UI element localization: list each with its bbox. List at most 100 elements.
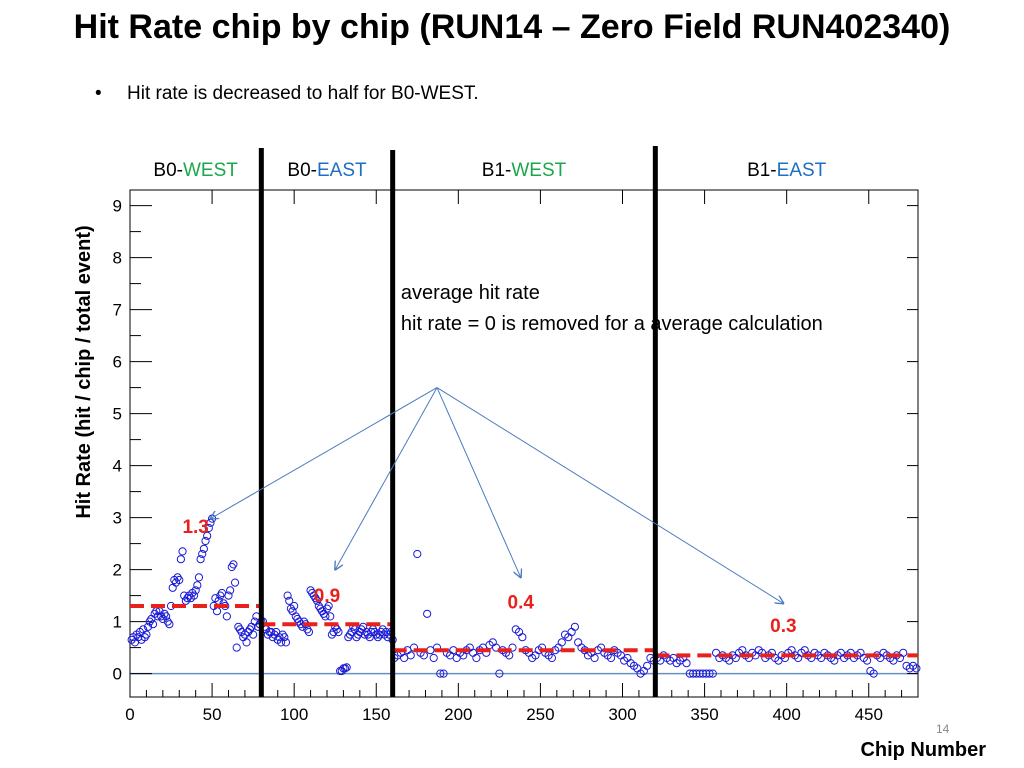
data-point: [235, 625, 245, 634]
data-point: [176, 555, 185, 564]
data-point: [912, 664, 921, 673]
data-point: [423, 609, 432, 618]
annotation-arrow: [210, 387, 438, 519]
data-point: [281, 638, 291, 647]
data-point: [291, 612, 300, 621]
y-tick-label: 1: [113, 613, 122, 632]
data-point: [311, 594, 320, 603]
bullet-dot-icon: •: [95, 83, 102, 104]
annotation-arrow: [335, 387, 438, 570]
data-point: [189, 591, 199, 600]
data-point: [191, 586, 200, 595]
data-point: [334, 627, 343, 637]
annotation-text-line: hit rate = 0 is removed for a average ca…: [401, 313, 823, 335]
data-point: [708, 669, 717, 678]
data-point: [372, 630, 381, 639]
y-axis-title: Hit Rate (hit / chip / total event): [73, 225, 95, 518]
data-point: [899, 648, 908, 657]
data-point: [148, 620, 158, 629]
x-axis-title: Chip Number: [860, 739, 986, 761]
data-point: [495, 669, 504, 678]
section-label-side: EAST: [317, 160, 367, 181]
data-point: [173, 573, 182, 582]
data-point: [340, 664, 350, 673]
data-point: [322, 604, 332, 613]
data-point: [140, 633, 149, 642]
data-point: [198, 549, 207, 559]
data-point: [695, 669, 704, 678]
data-point: [245, 625, 254, 634]
data-point: [212, 607, 222, 616]
x-tick-label: 250: [526, 705, 554, 724]
page-number: 14: [936, 722, 950, 736]
section-label-prefix: B1-: [747, 160, 777, 181]
data-point: [249, 630, 258, 639]
data-point: [367, 627, 376, 637]
section-label-side: WEST: [511, 160, 566, 181]
data-point: [162, 612, 171, 621]
data-point: [290, 601, 299, 611]
data-point: [869, 669, 878, 678]
data-point: [342, 663, 351, 672]
data-point: [204, 523, 213, 533]
data-point: [606, 653, 616, 663]
bullet-point: • Hit rate is decreased to half for B0-WE…: [95, 83, 479, 105]
x-tick-label: 50: [203, 705, 222, 724]
data-point: [326, 612, 335, 621]
section-label-b1-east: B1-EAST: [747, 160, 827, 181]
page-title: Hit Rate chip by chip (RUN14 – Zero Fiel…: [73, 8, 951, 46]
data-point: [643, 661, 652, 670]
data-point: [193, 581, 202, 590]
data-point: [692, 669, 701, 678]
data-point: [567, 627, 576, 637]
data-point: [518, 633, 527, 642]
data-point: [439, 669, 448, 678]
data-point: [178, 547, 187, 556]
data-point: [688, 669, 698, 678]
data-point: [705, 669, 714, 678]
data-point: [229, 560, 238, 569]
section-label-prefix: B1-: [482, 160, 512, 181]
data-point: [216, 591, 225, 600]
data-point: [413, 549, 422, 559]
section-label-prefix: B0-: [153, 160, 183, 181]
data-point: [242, 638, 251, 647]
data-point: [280, 633, 289, 642]
data-point: [201, 536, 210, 546]
section-label-b1-west: B1-WEST: [482, 160, 567, 181]
y-tick-label: 8: [113, 249, 122, 268]
data-point: [321, 612, 330, 621]
data-point: [304, 627, 314, 637]
y-tick-label: 6: [113, 353, 122, 372]
section-label-b0-west: B0-WEST: [153, 160, 238, 181]
data-point: [175, 575, 184, 585]
data-point: [682, 659, 691, 668]
x-tick-label: 400: [772, 705, 800, 724]
data-point: [168, 583, 177, 592]
data-point: [199, 544, 208, 553]
data-point: [142, 630, 151, 639]
average-label: 1.3: [182, 517, 208, 538]
average-label: 0.4: [508, 593, 535, 614]
data-point: [232, 643, 241, 652]
data-point: [160, 609, 169, 618]
data-point: [285, 596, 294, 605]
y-tick-label: 3: [113, 509, 122, 528]
y-tick-label: 4: [113, 457, 122, 476]
average-label: 0.3: [770, 616, 796, 637]
data-point: [508, 643, 517, 652]
y-tick-label: 5: [113, 405, 122, 424]
data-point: [574, 638, 583, 647]
x-tick-label: 200: [444, 705, 472, 724]
data-point: [324, 601, 333, 611]
data-point: [359, 622, 368, 631]
data-point: [406, 651, 415, 660]
data-point: [557, 638, 566, 647]
average-label: 0.9: [314, 586, 340, 607]
y-tick-label: 7: [113, 301, 122, 320]
y-tick-label: 2: [113, 561, 122, 580]
data-point: [352, 633, 361, 642]
data-point: [429, 653, 438, 663]
data-point: [344, 633, 353, 642]
data-point: [230, 578, 240, 587]
